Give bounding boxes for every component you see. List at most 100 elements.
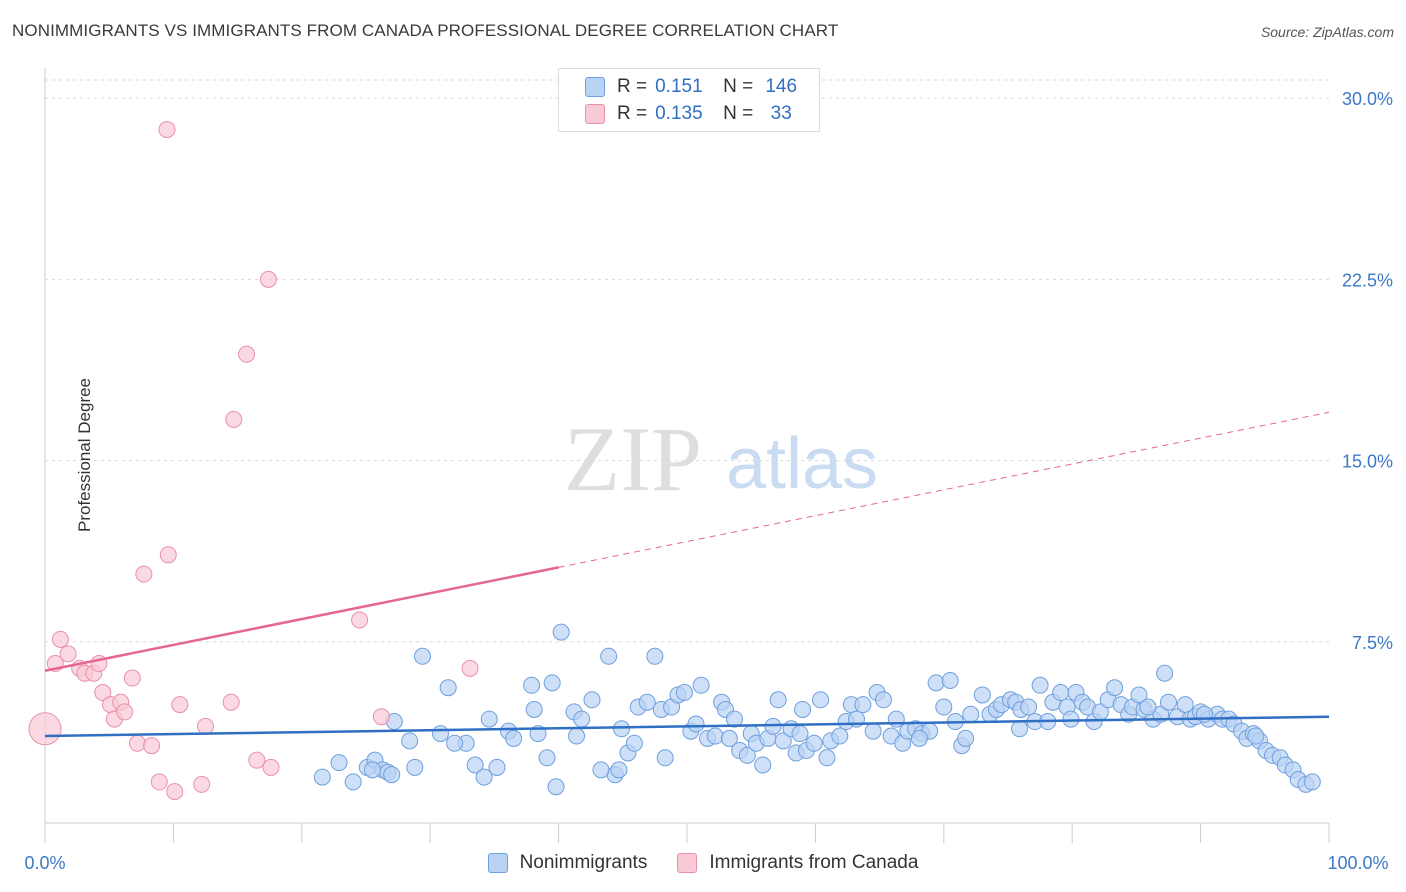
data-point-nonimmigrants	[941, 671, 959, 689]
data-point-immigrants	[171, 696, 189, 714]
data-point-nonimmigrants	[1031, 676, 1049, 694]
legend-swatch-blue	[585, 77, 605, 97]
legend-n-label: N =	[723, 76, 754, 97]
data-point-nonimmigrants	[439, 679, 457, 697]
legend-row-nonimmigrants: R = 0.151 N = 146	[585, 75, 801, 99]
data-point-nonimmigrants	[583, 691, 601, 709]
data-point-immigrants	[116, 703, 134, 721]
data-point-nonimmigrants	[910, 729, 928, 747]
data-point-nonimmigrants	[1247, 727, 1265, 745]
data-point-nonimmigrants	[638, 693, 656, 711]
y-tick-label: 7.5%	[1352, 633, 1393, 653]
data-point-nonimmigrants	[625, 734, 643, 752]
data-point-nonimmigrants	[505, 729, 523, 747]
data-point-immigrants	[461, 659, 479, 677]
data-point-nonimmigrants	[475, 768, 493, 786]
data-point-nonimmigrants	[1303, 773, 1321, 791]
data-point-nonimmigrants	[957, 729, 975, 747]
data-point-nonimmigrants	[523, 676, 541, 694]
data-point-immigrants	[150, 773, 168, 791]
legend-r-label: R =	[617, 76, 648, 97]
data-point-nonimmigrants	[791, 725, 809, 743]
data-point-immigrants	[197, 717, 214, 735]
data-point-nonimmigrants	[1106, 679, 1124, 697]
data-point-immigrants	[222, 693, 240, 711]
data-point-nonimmigrants	[1020, 698, 1038, 716]
data-point-nonimmigrants	[812, 691, 830, 709]
legend-item-nonimmigrants: Nonimmigrants	[487, 852, 647, 874]
legend-row-immigrants: R = 0.135 N = 33	[585, 102, 801, 126]
data-point-nonimmigrants	[1052, 684, 1070, 702]
trendline-immigrants	[44, 566, 559, 673]
data-point-immigrants	[238, 345, 256, 363]
data-point-nonimmigrants	[568, 727, 586, 745]
legend-item-immigrants: Immigrants from Canada	[677, 852, 918, 874]
data-point-nonimmigrants	[431, 725, 449, 743]
legend-r-value: 0.135	[655, 103, 703, 124]
data-point-immigrants	[193, 775, 211, 793]
data-point-nonimmigrants	[344, 773, 362, 791]
data-point-nonimmigrants	[874, 691, 892, 709]
data-point-nonimmigrants	[973, 686, 991, 704]
data-point-nonimmigrants	[552, 623, 570, 641]
y-axis-label: Professional Degree	[75, 377, 95, 533]
data-point-nonimmigrants	[363, 761, 381, 779]
data-point-nonimmigrants	[754, 756, 772, 774]
chart-title: NONIMMIGRANTS VS IMMIGRANTS FROM CANADA …	[12, 21, 839, 40]
data-point-immigrants	[123, 669, 141, 687]
data-point-nonimmigrants	[935, 698, 953, 716]
data-point-nonimmigrants	[774, 732, 792, 750]
data-point-nonimmigrants	[446, 734, 464, 752]
series-legend: Nonimmigrants Immigrants from Canada	[0, 852, 1406, 874]
data-point-nonimmigrants	[1062, 710, 1080, 728]
y-tick-label: 22.5%	[1342, 270, 1393, 290]
legend-label: Immigrants from Canada	[709, 852, 919, 873]
trendline-nonimmigrants	[44, 715, 1330, 738]
data-point-nonimmigrants	[738, 746, 756, 764]
data-point-immigrants	[94, 684, 112, 702]
y-tick-label: 15.0%	[1342, 452, 1393, 472]
data-point-nonimmigrants	[831, 727, 849, 745]
data-point-nonimmigrants	[692, 676, 710, 694]
data-point-immigrants	[166, 783, 184, 801]
data-point-nonimmigrants	[864, 722, 882, 740]
data-point-nonimmigrants	[313, 768, 331, 786]
data-point-nonimmigrants	[726, 710, 744, 728]
data-point-immigrants	[143, 737, 161, 755]
y-tick-label: 30.0%	[1342, 89, 1393, 109]
legend-n-label: N =	[723, 103, 754, 124]
legend-n-value: 33	[770, 103, 792, 124]
data-point-nonimmigrants	[818, 749, 836, 767]
correlation-legend: R = 0.151 N = 146 R = 0.135 N = 33	[558, 68, 820, 132]
data-point-nonimmigrants	[413, 647, 431, 665]
data-point-nonimmigrants	[656, 749, 674, 767]
data-point-nonimmigrants	[573, 710, 591, 728]
data-point-nonimmigrants	[854, 696, 872, 714]
data-point-nonimmigrants	[1139, 698, 1157, 716]
data-point-nonimmigrants	[769, 691, 787, 709]
data-point-immigrants	[259, 270, 277, 288]
data-point-nonimmigrants	[525, 700, 543, 718]
legend-n-value: 146	[765, 76, 798, 97]
chart-source: Source: ZipAtlas.com	[1260, 24, 1394, 40]
data-point-immigrants	[225, 411, 243, 429]
data-point-nonimmigrants	[466, 756, 484, 774]
data-point-nonimmigrants	[706, 727, 724, 745]
watermark-zip: ZIP	[564, 408, 702, 510]
data-point-nonimmigrants	[962, 705, 980, 723]
data-point-nonimmigrants	[488, 758, 506, 776]
data-point-immigrants	[372, 708, 390, 726]
legend-r-value: 0.151	[655, 76, 703, 97]
data-point-nonimmigrants	[887, 710, 905, 728]
data-point-immigrants	[248, 751, 266, 769]
legend-r-label: R =	[617, 103, 648, 124]
data-point-immigrants	[128, 734, 146, 752]
data-point-nonimmigrants	[543, 674, 561, 692]
legend-swatch-blue	[487, 853, 508, 873]
data-point-immigrants	[51, 630, 69, 648]
data-point-immigrants	[262, 758, 280, 776]
data-point-nonimmigrants	[646, 647, 664, 665]
data-point-nonimmigrants	[720, 729, 738, 747]
data-point-nonimmigrants	[383, 766, 401, 784]
data-point-immigrants	[158, 121, 176, 139]
